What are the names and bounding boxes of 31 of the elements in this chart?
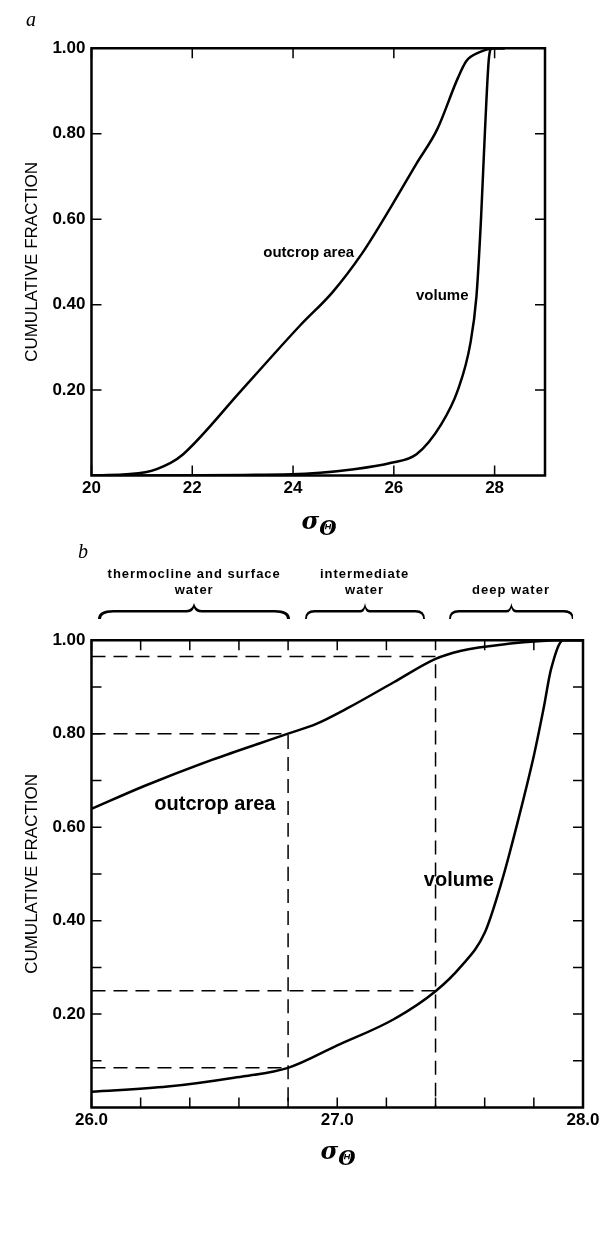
- y-tick-label: 0.20: [52, 1003, 86, 1023]
- y-tick-label: 0.40: [52, 294, 86, 314]
- y-tick-label: 0.40: [52, 910, 86, 930]
- text: intermediate water: [318, 564, 411, 598]
- y-tick-label: 0.80: [52, 123, 86, 143]
- y-axis-title: CUMULATIVE FRACTION: [21, 773, 41, 974]
- y-axis-title: CUMULATIVE FRACTION: [21, 161, 41, 362]
- y-tick-label: 0.60: [52, 816, 86, 836]
- x-tick-label: 26: [384, 478, 404, 498]
- x-axis-title: σ$_{Θ}$: [319, 1135, 357, 1170]
- x-tick-label: 28.0: [566, 1110, 600, 1130]
- x-tick-label: 28: [485, 478, 505, 498]
- series-label: outcrop area: [154, 791, 277, 814]
- text: deep water: [471, 580, 551, 598]
- x-tick-label: 20: [82, 478, 101, 498]
- chart-title: a: [25, 8, 37, 32]
- y-tick-label: 0.60: [52, 208, 86, 228]
- y-tick-label: 0.80: [52, 723, 86, 743]
- series-label: volume: [415, 286, 469, 304]
- y-tick-label: 1.00: [52, 629, 86, 649]
- chart-title: b: [77, 539, 89, 562]
- text: thermocline and surface water: [106, 564, 282, 598]
- x-tick-label: 24: [283, 478, 304, 498]
- series-label: volume: [423, 868, 494, 891]
- x-tick-label: 22: [182, 478, 202, 498]
- series-label: outcrop area: [263, 243, 355, 261]
- x-tick-label: 26.0: [74, 1110, 109, 1130]
- y-tick-label: 1.00: [52, 37, 86, 57]
- y-tick-label: 0.20: [52, 379, 86, 399]
- x-axis-title: σ$_{Θ}$: [300, 506, 338, 540]
- x-tick-label: 27.0: [320, 1110, 354, 1130]
